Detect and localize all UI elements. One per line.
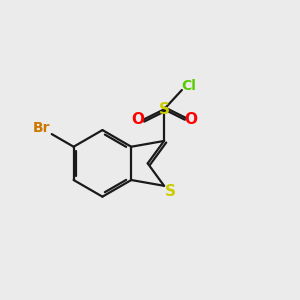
Text: S: S — [165, 184, 176, 199]
Text: Cl: Cl — [181, 80, 196, 93]
Text: O: O — [131, 112, 144, 127]
Text: Br: Br — [33, 122, 51, 136]
Text: O: O — [184, 112, 197, 127]
Text: S: S — [159, 102, 170, 117]
